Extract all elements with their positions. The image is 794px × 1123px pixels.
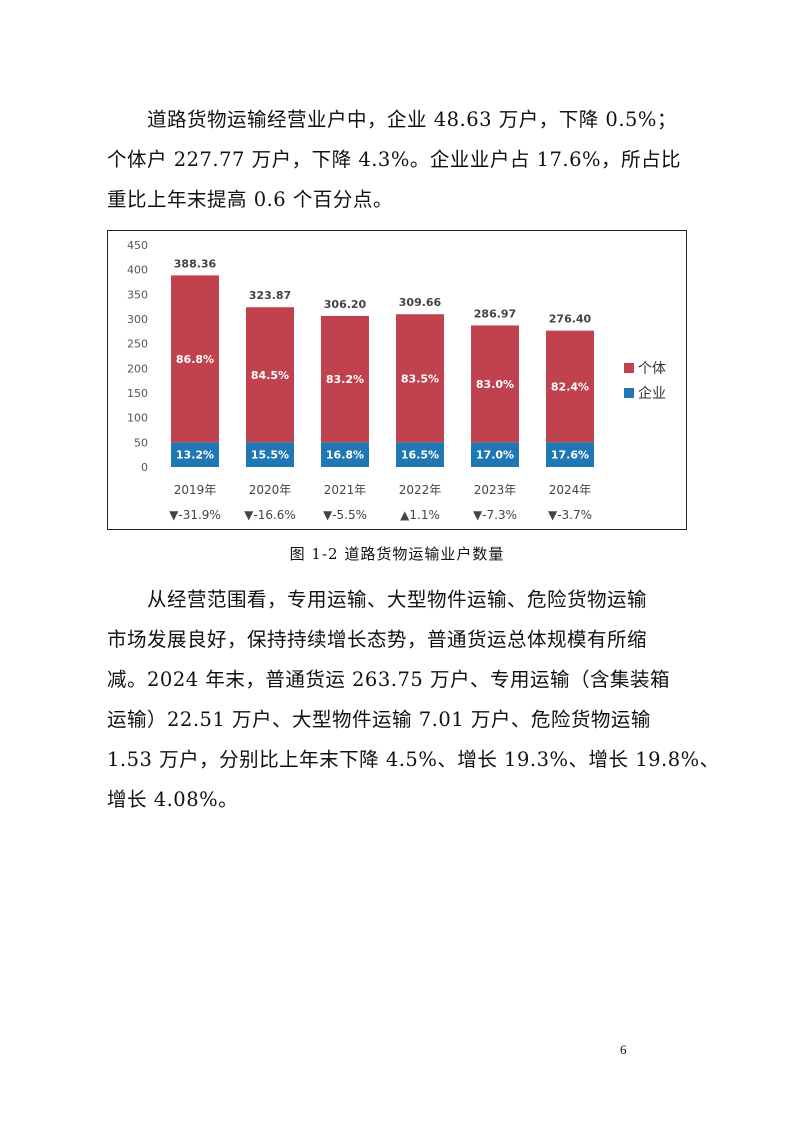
total-label: 388.36 xyxy=(174,257,217,270)
y-tick-label: 450 xyxy=(127,239,148,252)
bar-individual xyxy=(321,315,369,443)
legend-swatch-individual xyxy=(624,363,634,373)
individual-percent-label: 84.5% xyxy=(251,369,289,382)
growth-label: ▼-7.3% xyxy=(473,508,517,522)
paragraph-2-line: 运输）22.51 万户、大型物件运输 7.01 万户、危险货物运输 xyxy=(107,708,651,731)
individual-percent-label: 83.5% xyxy=(401,372,439,385)
individual-percent-label: 82.4% xyxy=(551,380,589,393)
x-category-label: 2022年 xyxy=(399,483,442,497)
bar-enterprise xyxy=(246,442,294,467)
individual-percent-label: 83.2% xyxy=(326,373,364,386)
y-tick-label: 200 xyxy=(127,362,148,375)
bar-enterprise xyxy=(171,442,219,467)
bar-individual xyxy=(396,314,444,443)
bar-enterprise xyxy=(546,442,594,467)
total-label: 276.40 xyxy=(549,313,592,326)
total-label: 286.97 xyxy=(474,307,516,320)
paragraph-2: 从经营范围看，专用运输、大型物件运输、危险货物运输 市场发展良好，保持持续增长态… xyxy=(107,580,720,820)
paragraph-1-line: 个体户 227.77 万户，下降 4.3%。企业业户占 17.6%，所占比 xyxy=(107,148,682,171)
growth-label: ▼-5.5% xyxy=(323,508,367,522)
total-label: 309.66 xyxy=(399,296,442,309)
bar-individual xyxy=(546,330,594,443)
page-number: 6 xyxy=(620,1042,627,1057)
growth-label: ▼-31.9% xyxy=(169,508,221,522)
paragraph-1-line: 重比上年末提高 0.6 个百分点。 xyxy=(107,188,393,211)
growth-label: ▼-16.6% xyxy=(244,508,296,522)
legend-label-individual: 个体 xyxy=(638,361,666,377)
paragraph-1-line: 道路货物运输经营业户中，企业 48.63 万户，下降 0.5%； xyxy=(147,108,677,131)
x-category-label: 2021年 xyxy=(324,483,367,497)
chart-frame: 0 50 100 150 200 250 300 350 400 450 388.36 86.8% 13… xyxy=(107,230,687,530)
y-tick-label: 250 xyxy=(127,338,148,351)
bar-chart: 0 50 100 150 200 250 300 350 400 450 388.36 86.8% 13… xyxy=(127,239,666,522)
paragraph-2-line: 从经营范围看，专用运输、大型物件运输、危险货物运输 xyxy=(147,588,648,611)
individual-percent-label: 86.8% xyxy=(176,353,214,366)
individual-percent-label: 83.0% xyxy=(476,378,514,391)
paragraph-2-line: 减。2024 年末，普通货运 263.75 万户、专用运输（含集装箱 xyxy=(107,668,670,691)
bar-enterprise xyxy=(471,442,519,467)
y-tick-label: 400 xyxy=(127,264,148,277)
bar-individual xyxy=(471,325,519,443)
bar-individual xyxy=(246,307,294,443)
x-category-label: 2020年 xyxy=(249,483,292,497)
growth-label: ▲1.1% xyxy=(400,508,440,522)
paragraph-2-line: 市场发展良好，保持持续增长态势，普通货运总体规模有所缩 xyxy=(107,628,648,651)
y-tick-label: 0 xyxy=(141,461,148,474)
growth-label: ▼-3.7% xyxy=(548,508,592,522)
paragraph-2-line: 1.53 万户，分别比上年末下降 4.5%、增长 19.3%、增长 19.8%、 xyxy=(107,748,720,771)
x-category-label: 2023年 xyxy=(474,483,517,497)
total-label: 306.20 xyxy=(324,298,367,311)
y-tick-label: 300 xyxy=(127,313,148,326)
enterprise-percent-label: 17.6% xyxy=(551,449,589,462)
enterprise-percent-label: 16.8% xyxy=(326,449,364,462)
paragraph-1: 道路货物运输经营业户中，企业 48.63 万户，下降 0.5%； 个体户 227… xyxy=(107,100,707,220)
bar-enterprise xyxy=(396,442,444,467)
bar-enterprise xyxy=(321,442,369,467)
enterprise-percent-label: 13.2% xyxy=(176,449,214,462)
y-tick-label: 150 xyxy=(127,387,148,400)
y-tick-label: 50 xyxy=(134,436,148,449)
y-tick-label: 350 xyxy=(127,288,148,301)
enterprise-percent-label: 17.0% xyxy=(476,449,514,462)
enterprise-percent-label: 15.5% xyxy=(251,449,289,462)
x-category-label: 2019年 xyxy=(174,483,217,497)
bar-individual xyxy=(171,275,219,443)
figure-caption: 图 1-2 道路货物运输业户数量 xyxy=(289,545,505,563)
total-label: 323.87 xyxy=(249,289,291,302)
paragraph-2-line: 增长 4.08%。 xyxy=(107,788,239,811)
legend-label-enterprise: 企业 xyxy=(638,385,666,402)
y-tick-label: 100 xyxy=(127,412,148,425)
enterprise-percent-label: 16.5% xyxy=(401,449,439,462)
legend-swatch-enterprise xyxy=(624,388,634,398)
x-category-label: 2024年 xyxy=(549,483,592,497)
